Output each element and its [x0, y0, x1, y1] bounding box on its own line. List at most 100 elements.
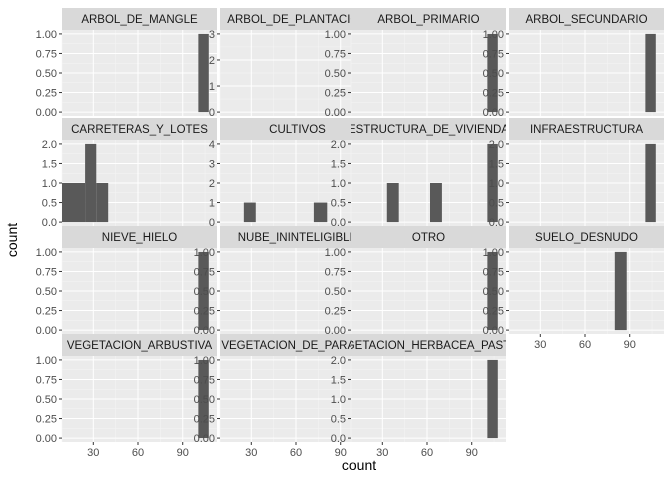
y-tick-label: 3: [209, 29, 215, 41]
x-axis-title: count: [342, 457, 376, 473]
x-tick-label: 60: [132, 447, 144, 459]
y-tick-label: 1.00: [36, 355, 57, 367]
facet-vegetacion-herbacea-pastos: VEGETACION_HERBACEA_PASTOS 0.0 0.5 1.0 1.5 2.…: [330, 334, 527, 459]
facet-strip: [62, 334, 217, 356]
y-tick-label: 0: [209, 107, 215, 119]
y-tick-label: 0.50: [325, 286, 346, 298]
histogram-bar: [487, 33, 498, 113]
facet-strip: [509, 8, 664, 30]
facet-strip-label: CULTIVOS: [269, 124, 326, 136]
y-tick-label: 1: [209, 198, 215, 210]
facet-strip-label: NUBE_ININTELIGIBLE: [238, 232, 358, 244]
histogram-bar: [487, 251, 498, 331]
y-tick-label: 0.25: [483, 306, 504, 318]
y-tick-label: 0.0: [331, 433, 346, 445]
facet-strip: [62, 226, 217, 248]
y-tick-label: 0.50: [483, 286, 504, 298]
y-tick-label: 0.5: [489, 198, 504, 210]
y-tick-label: 0.50: [194, 286, 215, 298]
y-tick-label: 0.00: [36, 433, 57, 445]
y-tick-label: 1.00: [36, 247, 57, 259]
y-tick-label: 1.00: [194, 355, 215, 367]
y-axis-title: count: [4, 223, 20, 257]
histogram-bar: [85, 143, 97, 223]
histogram-bar: [487, 359, 498, 439]
facet-strip-label: ARBOL_SECUNDARIO: [525, 14, 647, 26]
facet-strip-label: ARBOL_PRIMARIO: [377, 14, 479, 26]
y-tick-label: 2.0: [331, 139, 346, 151]
y-tick-label: 0.00: [483, 107, 504, 119]
x-tick-label: 30: [534, 339, 546, 351]
facet-strip: [220, 118, 375, 140]
y-tick-label: 0.25: [36, 414, 57, 426]
y-tick-label: 0.75: [325, 48, 346, 60]
histogram-bar: [645, 33, 656, 113]
histogram-bar: [313, 202, 328, 223]
y-tick-label: 4: [209, 139, 215, 151]
y-tick-label: 0.0: [42, 217, 57, 229]
histogram-bar: [62, 183, 86, 223]
y-tick-label: 1.0: [42, 178, 57, 190]
y-tick-label: 0.75: [36, 266, 57, 278]
facet-strip: [220, 8, 375, 30]
y-tick-label: 3: [209, 158, 215, 170]
y-tick-label: 1.00: [325, 247, 346, 259]
y-tick-label: 1.5: [331, 374, 346, 386]
facet-strip: [351, 226, 506, 248]
y-tick-label: 0.25: [36, 88, 57, 100]
y-tick-label: 0.75: [194, 374, 215, 386]
facet-strip: [509, 226, 664, 248]
y-tick-label: 0.25: [194, 306, 215, 318]
x-tick-label: 30: [245, 447, 257, 459]
y-tick-label: 0.00: [36, 107, 57, 119]
histogram-bar: [386, 183, 399, 223]
y-tick-label: 2.0: [42, 139, 57, 151]
facet-strip: [351, 118, 506, 140]
y-tick-label: 0.75: [325, 266, 346, 278]
y-tick-label: 0: [209, 217, 215, 229]
x-tick-label: 60: [421, 447, 433, 459]
facet-strip-label: INFRAESTRUCTURA: [530, 124, 643, 136]
x-tick-label: 30: [376, 447, 388, 459]
y-tick-label: 0.5: [42, 198, 57, 210]
histogram-bar: [198, 359, 209, 439]
y-tick-label: 0.50: [36, 68, 57, 80]
facet-arbol-primario: ARBOL_PRIMARIO 0.00 0.25 0.50 0.75 1.00: [325, 8, 506, 119]
y-tick-label: 1.00: [483, 29, 504, 41]
facet-strip-label: ARBOL_DE_PLANTACION: [227, 14, 367, 26]
x-tick-label: 90: [177, 447, 189, 459]
facet-vegetacion-de-paramo: VEGETACION_DE_PARAMO0.000.250.500.751.00…: [194, 334, 375, 459]
facet-strip: [220, 226, 375, 248]
x-tick-label: 60: [290, 447, 302, 459]
facet-strip-label: VEGETACION_HERBACEA_PASTOS: [330, 340, 527, 352]
y-tick-label: 0.5: [331, 198, 346, 210]
y-tick-label: 0.50: [483, 68, 504, 80]
facet-strip-label: NIEVE_HIELO: [102, 232, 177, 244]
y-tick-label: 2: [209, 178, 215, 190]
y-tick-label: 0.25: [325, 306, 346, 318]
y-tick-label: 0.75: [36, 48, 57, 60]
y-tick-label: 0.00: [36, 325, 57, 337]
facet-strip: [220, 334, 375, 356]
y-tick-label: 2: [209, 55, 215, 67]
facet-carreteras-y-lotes: CARRETERAS_Y_LOTES 0.0 0.5 1.0 1.5 2.0: [42, 118, 217, 229]
y-tick-label: 0.25: [325, 88, 346, 100]
y-tick-label: 1.0: [331, 178, 346, 190]
facet-strip-label: ARBOL_DE_MANGLE: [81, 14, 198, 26]
facet-strip: [62, 8, 217, 30]
y-tick-label: 1.00: [483, 247, 504, 259]
facet-strip: [351, 334, 506, 356]
y-tick-label: 0.75: [483, 266, 504, 278]
facet-strip: [351, 8, 506, 30]
histogram-bar: [198, 251, 209, 331]
y-tick-label: 1.00: [325, 29, 346, 41]
facet-strip-label: SUELO_DESNUDO: [535, 232, 638, 244]
histogram-bar: [243, 202, 256, 223]
histogram-bar: [96, 183, 109, 223]
x-tick-label: 90: [335, 447, 347, 459]
